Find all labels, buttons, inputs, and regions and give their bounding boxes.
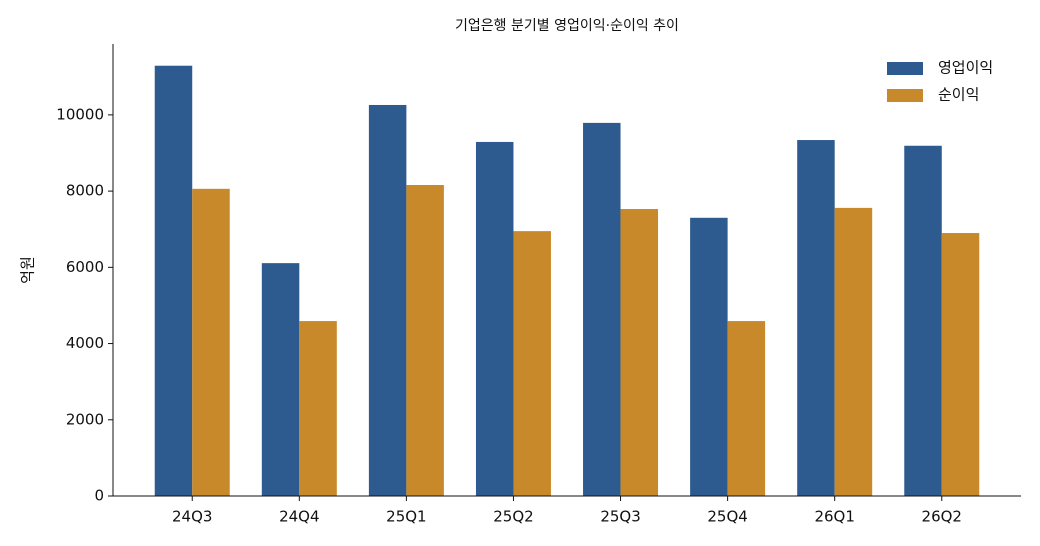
legend-label: 영업이익 bbox=[938, 59, 993, 77]
bar bbox=[261, 263, 300, 496]
y-tick-label: 0 bbox=[94, 487, 104, 505]
y-axis-label: 억원 bbox=[19, 256, 37, 284]
bar bbox=[941, 233, 980, 496]
legend-label: 순이익 bbox=[938, 86, 979, 104]
bar bbox=[406, 185, 444, 496]
bar bbox=[904, 145, 942, 496]
x-tick-label: 25Q2 bbox=[493, 508, 533, 526]
x-tick-label: 25Q4 bbox=[707, 508, 747, 526]
bar bbox=[583, 122, 621, 497]
bar bbox=[727, 321, 766, 496]
x-tick-label: 25Q3 bbox=[600, 508, 640, 526]
x-tick-label: 24Q3 bbox=[172, 508, 212, 526]
x-tick-label: 26Q2 bbox=[922, 508, 962, 526]
bar bbox=[368, 104, 407, 496]
x-tick-label: 26Q1 bbox=[814, 508, 854, 526]
bar bbox=[620, 209, 659, 497]
bar bbox=[834, 207, 873, 496]
x-tick-label: 24Q4 bbox=[279, 508, 319, 526]
bar bbox=[513, 231, 551, 497]
y-tick-label: 6000 bbox=[66, 258, 104, 276]
x-tick-label: 25Q1 bbox=[386, 508, 426, 526]
y-tick-label: 10000 bbox=[56, 105, 104, 123]
bar bbox=[797, 140, 835, 496]
y-tick-label: 4000 bbox=[66, 334, 104, 352]
legend-swatch bbox=[887, 89, 923, 102]
legend-swatch bbox=[887, 62, 923, 75]
bar bbox=[299, 321, 337, 496]
bar bbox=[192, 188, 230, 496]
y-tick-label: 8000 bbox=[66, 182, 104, 200]
bar bbox=[475, 141, 514, 496]
bar bbox=[154, 65, 193, 496]
y-tick-label: 2000 bbox=[66, 410, 104, 428]
bar bbox=[690, 217, 728, 496]
chart-title: 기업은행 분기별 영업이익·순이익 추이 bbox=[455, 18, 679, 34]
